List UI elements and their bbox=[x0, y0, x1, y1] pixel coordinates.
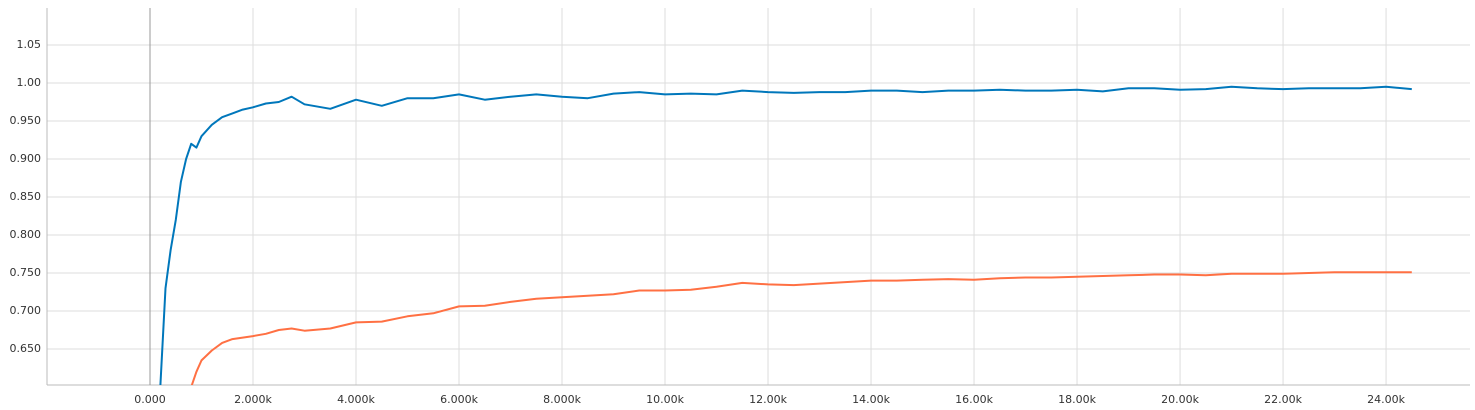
x-tick-label: 14.00k bbox=[852, 393, 890, 406]
y-tick-label: 0.850 bbox=[10, 190, 42, 203]
y-tick-label: 0.700 bbox=[10, 304, 42, 317]
x-tick-label: 16.00k bbox=[955, 393, 993, 406]
x-tick-label: 22.00k bbox=[1264, 393, 1302, 406]
x-tick-label: 10.00k bbox=[646, 393, 684, 406]
x-tick-label: 0.000 bbox=[134, 393, 166, 406]
x-tick-label: 24.00k bbox=[1367, 393, 1405, 406]
x-tick-label: 8.000k bbox=[543, 393, 581, 406]
y-tick-label: 1.00 bbox=[17, 76, 42, 89]
x-tick-label: 18.00k bbox=[1058, 393, 1096, 406]
series-line bbox=[159, 85, 1412, 385]
x-tick-label: 6.000k bbox=[440, 393, 478, 406]
y-tick-label: 0.900 bbox=[10, 152, 42, 165]
y-tick-label: 0.800 bbox=[10, 228, 42, 241]
x-tick-label: 12.00k bbox=[749, 393, 787, 406]
x-tick-label: 2.000k bbox=[234, 393, 272, 406]
y-tick-label: 0.750 bbox=[10, 266, 42, 279]
y-tick-label: 1.05 bbox=[17, 38, 42, 51]
y-tick-label: 0.650 bbox=[10, 342, 42, 355]
series-line bbox=[190, 271, 1412, 385]
y-tick-label: 0.950 bbox=[10, 114, 42, 127]
x-tick-label: 20.00k bbox=[1161, 393, 1199, 406]
x-tick-label: 4.000k bbox=[337, 393, 375, 406]
